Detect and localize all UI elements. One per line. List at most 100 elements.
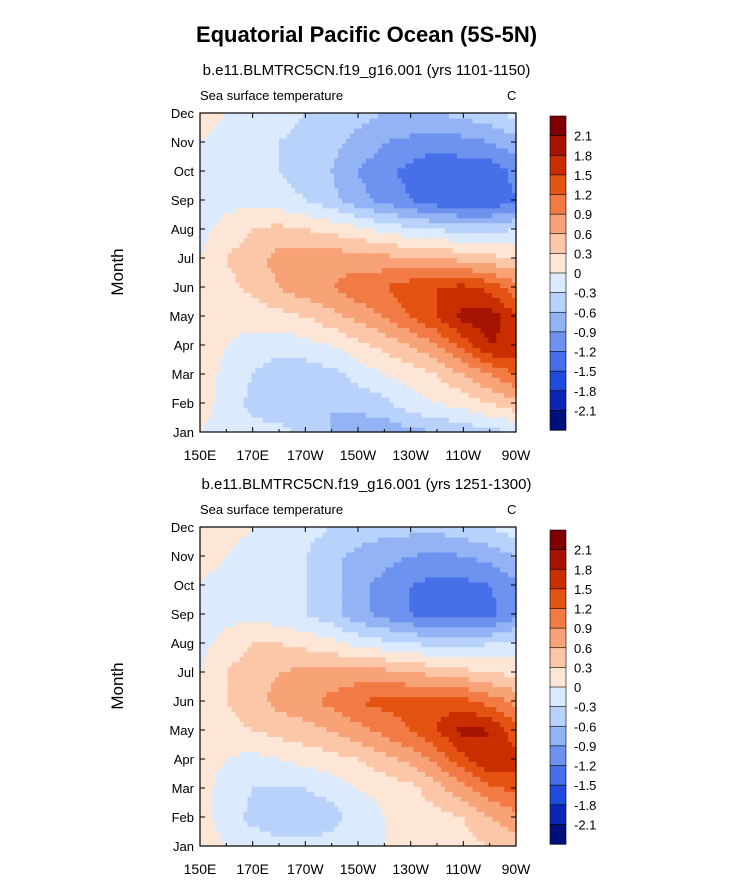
heatmap-cell <box>393 177 399 184</box>
heatmap-cell <box>381 262 387 269</box>
heatmap-cell <box>310 252 316 259</box>
heatmap-cell <box>385 142 391 149</box>
heatmap-cell <box>456 377 462 383</box>
heatmap-cell <box>492 367 497 373</box>
heatmap-cell <box>444 157 450 164</box>
heatmap-cell <box>247 207 252 214</box>
heatmap-cell <box>223 172 229 179</box>
heatmap-cell <box>215 172 221 179</box>
heatmap-cell <box>259 142 264 149</box>
heatmap-cell <box>207 172 213 179</box>
heatmap-cell <box>444 132 450 139</box>
heatmap-cell <box>350 242 355 249</box>
heatmap-cell <box>464 422 470 428</box>
heatmap-cell <box>460 177 466 184</box>
heatmap-cell <box>452 177 458 184</box>
heatmap-cell <box>393 237 399 244</box>
heatmap-cell <box>267 257 272 264</box>
heatmap-cell <box>385 367 391 373</box>
heatmap-cell <box>235 117 241 124</box>
heatmap-cell <box>433 237 438 244</box>
heatmap-cell <box>472 257 478 264</box>
heatmap-cell <box>460 272 466 279</box>
heatmap-cell <box>263 407 268 413</box>
heatmap-cell <box>330 272 335 279</box>
heatmap-cell <box>290 342 296 348</box>
heatmap-cell <box>342 147 347 154</box>
heatmap-cell <box>393 172 399 179</box>
heatmap-cell <box>413 132 418 139</box>
heatmap-cell <box>484 252 489 259</box>
heatmap-cell <box>460 142 466 149</box>
heatmap-cell <box>247 242 252 249</box>
heatmap-cell <box>385 342 391 348</box>
heatmap-cell <box>211 137 217 144</box>
heatmap-cell <box>413 297 418 303</box>
heatmap-cell <box>255 417 260 423</box>
heatmap-cell <box>429 377 434 383</box>
heatmap-cell <box>294 372 300 378</box>
heatmap-cell <box>259 237 264 244</box>
heatmap-cell <box>381 127 387 134</box>
heatmap-cell <box>444 237 450 244</box>
heatmap-cell <box>369 172 375 179</box>
heatmap-cell <box>437 192 442 199</box>
heatmap-cell <box>484 327 489 333</box>
heatmap-cell <box>251 147 256 154</box>
heatmap-cell <box>476 257 482 264</box>
heatmap-cell <box>346 317 351 323</box>
heatmap-cell <box>358 147 363 154</box>
heatmap-cell <box>235 147 241 154</box>
heatmap-cell <box>413 382 418 388</box>
heatmap-cell <box>421 247 426 254</box>
heatmap-cell <box>298 292 304 299</box>
heatmap-cell <box>417 297 422 303</box>
heatmap-cell <box>389 167 395 174</box>
heatmap-cell <box>302 287 308 294</box>
heatmap-cell <box>219 352 225 358</box>
heatmap-cell <box>448 202 454 209</box>
heatmap-cell <box>310 202 316 209</box>
heatmap-cell <box>452 307 458 313</box>
heatmap-cell <box>219 407 225 413</box>
heatmap-cell <box>294 192 300 199</box>
heatmap-cell <box>433 252 438 259</box>
heatmap-cell <box>381 357 387 363</box>
heatmap-cell <box>215 357 221 363</box>
heatmap-cell <box>413 127 418 134</box>
heatmap-cell <box>334 357 339 363</box>
heatmap-cell <box>267 242 272 249</box>
heatmap-cell <box>429 307 434 313</box>
heatmap-cell <box>369 307 375 313</box>
heatmap-cell <box>255 222 260 229</box>
heatmap-cell <box>444 277 450 284</box>
heatmap-cell <box>476 207 482 214</box>
heatmap-cell <box>354 292 359 299</box>
heatmap-cell <box>460 127 466 134</box>
heatmap-cell <box>508 217 513 224</box>
heatmap-cell <box>207 347 213 353</box>
heatmap-cell <box>369 362 375 368</box>
heatmap-cell <box>365 412 371 418</box>
heatmap-cell <box>223 347 229 353</box>
heatmap-cell <box>444 312 450 318</box>
heatmap-cell <box>279 427 284 433</box>
heatmap-cell <box>409 352 414 358</box>
heatmap-cell <box>405 382 410 388</box>
heatmap-cell <box>484 277 489 284</box>
heatmap-cell <box>381 407 387 413</box>
heatmap-cell <box>326 142 331 149</box>
heatmap-cell <box>409 282 414 289</box>
heatmap-cell <box>286 217 292 224</box>
heatmap-cell <box>425 277 430 284</box>
heatmap-cell <box>211 372 217 378</box>
main-title: Equatorial Pacific Ocean (5S-5N) <box>195 22 538 47</box>
heatmap-cell <box>322 402 327 408</box>
heatmap-cell <box>417 302 422 308</box>
heatmap-cell <box>318 227 324 234</box>
heatmap-cell <box>239 152 245 159</box>
heatmap-cell <box>279 402 284 408</box>
heatmap-cell <box>369 227 375 234</box>
heatmap-cell <box>235 157 241 164</box>
heatmap-cell <box>425 302 430 308</box>
